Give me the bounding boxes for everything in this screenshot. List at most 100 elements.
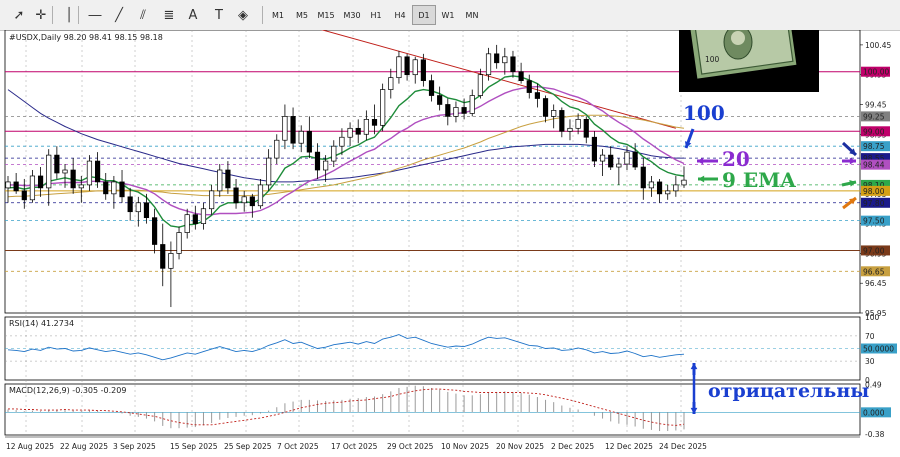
annotation-macd: отрицательны xyxy=(708,380,869,402)
chart-area[interactable]: 12 Aug 2025 22 Aug 2025 3 Sep 2025 15 Sep 2… xyxy=(0,30,900,457)
candle-body xyxy=(184,214,190,233)
price-level-value: 100.00 xyxy=(863,68,889,77)
x-tick-label: 12 Dec 2025 xyxy=(605,442,653,451)
trendline-icon[interactable]: ╱ xyxy=(115,7,123,23)
candle-body xyxy=(86,160,93,186)
price-level-tag xyxy=(861,153,890,164)
price-level-value: 98.75 xyxy=(863,142,885,151)
candle-body xyxy=(78,184,84,189)
portrait-face xyxy=(731,31,745,45)
macd-zero-tag xyxy=(861,407,891,418)
macd-tick-label: -0.38 xyxy=(865,430,885,439)
channel-icon[interactable]: ⫽ xyxy=(140,7,146,23)
candle-body xyxy=(518,71,524,81)
price-level-value: 99.00 xyxy=(863,127,885,136)
candle-body xyxy=(233,187,239,204)
timeframe-h1[interactable]: H1 xyxy=(370,10,382,20)
price-level-tag xyxy=(861,215,890,226)
candle-body xyxy=(567,127,573,132)
macd-pane-frame xyxy=(4,383,861,436)
timeframe-m1[interactable]: M1 xyxy=(272,10,284,20)
price-level-value: 97.80 xyxy=(863,199,885,208)
candle-body xyxy=(200,208,207,224)
timeframe-w1[interactable]: W1 xyxy=(441,10,455,20)
price-level-value: 97.50 xyxy=(863,217,885,226)
x-tick-label: 17 Oct 2025 xyxy=(331,442,378,451)
text-icon[interactable]: A xyxy=(188,7,198,23)
annotation-9ema: 9 EMA xyxy=(722,168,796,192)
toolbar-separator xyxy=(78,6,79,24)
price-level-tag xyxy=(861,141,890,152)
candle-body xyxy=(469,95,475,114)
timeframe-m15[interactable]: M15 xyxy=(317,10,335,20)
timeframe-m5[interactable]: M5 xyxy=(296,10,308,20)
candle-body xyxy=(217,169,223,192)
price-level-tag xyxy=(861,245,890,256)
timeframe-mn[interactable]: MN xyxy=(465,10,479,20)
candle-body xyxy=(575,119,581,129)
label-icon[interactable]: T xyxy=(215,7,223,23)
cursor-icon[interactable]: ➚ xyxy=(13,7,25,23)
candle-body xyxy=(46,154,52,189)
candle-body xyxy=(209,190,215,210)
candle-body xyxy=(13,181,19,192)
candle-body xyxy=(103,181,109,195)
candle-body xyxy=(494,53,500,64)
price-level-value: 98.44 xyxy=(863,161,885,170)
price-level-value: 97.00 xyxy=(863,246,885,255)
candle-body xyxy=(127,196,133,213)
timeframe-h4[interactable]: H4 xyxy=(394,10,406,20)
candle-body xyxy=(502,56,508,64)
annotation-macd-arrow-down-head xyxy=(690,407,698,414)
candle-body xyxy=(160,244,166,269)
rsi-level-value: 50.0000 xyxy=(863,345,894,354)
annotation-20: 20 xyxy=(722,147,750,171)
candle-body xyxy=(477,74,483,96)
shapes-icon[interactable]: ◈ xyxy=(238,7,248,23)
candle-body xyxy=(290,116,296,144)
candle-body xyxy=(608,154,614,168)
fibonacci-icon[interactable]: ≣ xyxy=(163,7,175,23)
candle-body xyxy=(404,56,410,76)
x-tick-label: 2 Dec 2025 xyxy=(551,442,594,451)
price-level-value: 98.00 xyxy=(863,187,885,196)
candle-body xyxy=(551,110,557,117)
candle-body xyxy=(70,169,76,189)
candle-body xyxy=(396,56,402,79)
x-tick-label: 25 Sep 2025 xyxy=(224,442,272,451)
vertical-line-icon[interactable]: │ xyxy=(65,7,73,23)
price-level-tag xyxy=(861,159,890,170)
candle-body xyxy=(152,217,158,245)
horizontal-line-icon[interactable]: ― xyxy=(88,7,102,23)
candle-body xyxy=(62,169,68,174)
annotation-100-arrow-head xyxy=(684,141,692,148)
candle-body xyxy=(111,181,117,195)
right-arrow-ema9-head xyxy=(849,180,856,187)
candle-body xyxy=(640,166,646,189)
candle-body xyxy=(339,136,345,147)
price-level-value: 96.65 xyxy=(863,267,885,276)
candle-body xyxy=(266,157,272,186)
candle-body xyxy=(282,116,288,141)
right-arrow-ma20-head xyxy=(849,157,856,165)
candle-body xyxy=(420,59,426,81)
price-level-value: 98.55 xyxy=(863,154,885,163)
candle-body xyxy=(632,151,638,168)
timeframe-m30[interactable]: M30 xyxy=(343,10,361,20)
x-tick-label: 15 Sep 2025 xyxy=(170,442,218,451)
candle-body xyxy=(135,202,141,213)
candle-body xyxy=(534,92,540,99)
annotation-100: 100 xyxy=(683,101,725,125)
x-tick-label: 20 Nov 2025 xyxy=(496,442,544,451)
crosshair-icon[interactable]: ✛ xyxy=(35,7,47,23)
price-level-tag xyxy=(861,197,890,208)
annotation-9ema-arrow-head xyxy=(698,175,705,183)
rsi-level-tag xyxy=(861,343,897,354)
candle-body xyxy=(298,130,304,144)
timeframe-d1[interactable]: D1 xyxy=(412,5,436,25)
candle-body xyxy=(591,136,597,162)
candle-body xyxy=(428,80,435,96)
macd-tick-label: 0.49 xyxy=(865,381,882,390)
right-arrow-sma50-head xyxy=(849,198,856,205)
candle-body xyxy=(583,119,589,138)
